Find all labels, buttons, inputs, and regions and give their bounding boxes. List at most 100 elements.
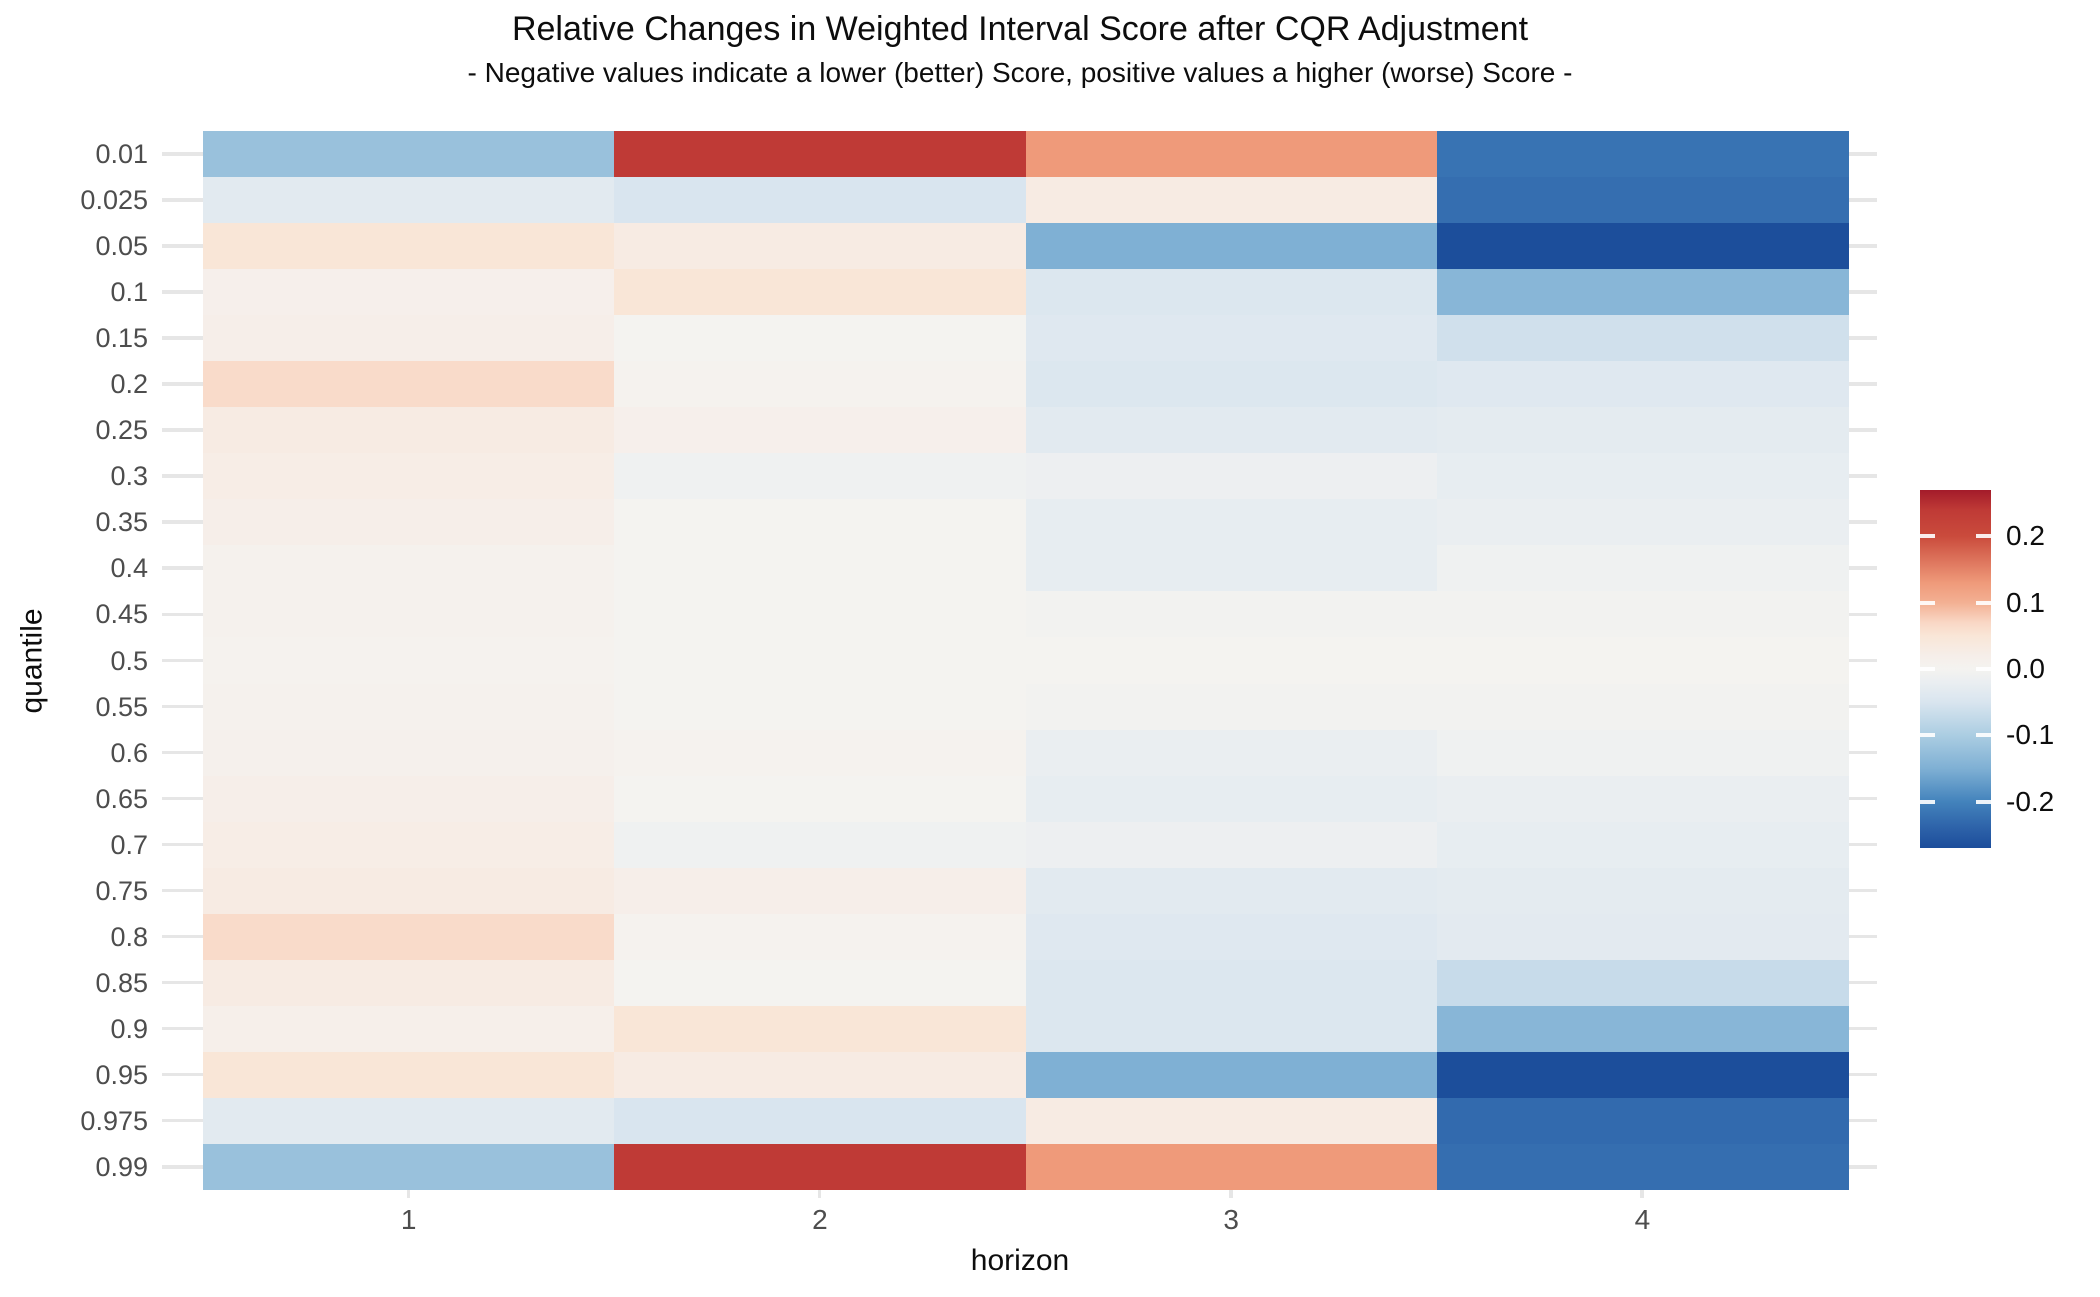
heatmap-cell: [203, 1143, 615, 1191]
heatmap-cell: [1025, 1005, 1438, 1053]
heatmap-cell: [203, 361, 615, 408]
heatmap-cell: [203, 683, 615, 731]
y-tick-label: 0.3: [110, 461, 148, 492]
heatmap-cell: [203, 729, 615, 777]
heatmap-cell: [614, 913, 1026, 961]
y-tick-label: 0.5: [110, 645, 148, 676]
heatmap-cell: [614, 729, 1026, 777]
heatmap-cell: [1436, 729, 1849, 777]
legend-tick-label: -0.1: [2006, 719, 2055, 751]
legend-tick-mark: [1920, 600, 1935, 605]
legend-tick-mark: [1976, 799, 1991, 804]
legend-tick-mark: [1976, 733, 1991, 738]
legend-tick-mark: [1920, 667, 1935, 671]
heatmap-cell: [203, 775, 615, 823]
heatmap-cell: [203, 499, 615, 546]
gridline-x: [1229, 1190, 1233, 1198]
heatmap-cell: [614, 1143, 1026, 1191]
heatmap-cell: [203, 959, 615, 1007]
legend-tick-label: -0.2: [2006, 785, 2055, 817]
heatmap-cell: [203, 1051, 615, 1099]
heatmap-cell: [203, 1005, 615, 1053]
heatmap-cell: [1436, 223, 1849, 270]
heatmap-cell: [203, 269, 615, 316]
heatmap-cell: [1436, 269, 1849, 316]
heatmap-cell: [203, 545, 615, 592]
heatmap-cell: [614, 223, 1026, 270]
heatmap-cell: [614, 315, 1026, 362]
heatmap-cell: [614, 269, 1026, 316]
heatmap-cell: [1025, 407, 1438, 454]
heatmap-cell: [1025, 591, 1438, 638]
y-tick-label: 0.35: [95, 507, 148, 538]
heatmap-cell: [1025, 821, 1438, 869]
x-tick-label: 2: [812, 1204, 828, 1235]
y-tick-label: 0.99: [95, 1152, 148, 1182]
chart-title: Relative Changes in Weighted Interval Sc…: [511, 10, 1529, 48]
heatmap-cell: [1436, 131, 1849, 178]
y-tick-label: 0.55: [95, 691, 148, 722]
heatmap-cell: [1436, 1005, 1849, 1053]
legend-tick-mark: [1920, 534, 1935, 539]
heatmap-cell: [1025, 1143, 1438, 1191]
heatmap-cell: [614, 775, 1026, 823]
heatmap-cell: [1436, 177, 1849, 224]
y-tick-label: 0.65: [95, 783, 148, 814]
legend-tick-label: 0.1: [2006, 586, 2045, 618]
heatmap-cell: [1436, 453, 1849, 500]
heatmap-cell: [1436, 361, 1849, 408]
legend-tick-mark: [1920, 799, 1935, 804]
heatmap-cell: [203, 315, 615, 362]
heatmap-cell: [1436, 821, 1849, 869]
heatmap-cell: [1025, 453, 1438, 500]
heatmap-cell: [614, 545, 1026, 592]
heatmap-cell: [203, 821, 615, 869]
heatmap-cell: [1436, 315, 1849, 362]
heatmap-cell: [1025, 1051, 1438, 1099]
heatmap-cell: [1436, 499, 1849, 546]
heatmap-cell: [1436, 407, 1849, 454]
x-tick-label: 1: [400, 1204, 417, 1235]
legend-tick-label: 0.0: [2006, 653, 2045, 684]
y-tick-label: 0.4: [110, 553, 148, 584]
heatmap-cell: [1025, 683, 1438, 731]
heatmap-cell: [203, 913, 615, 961]
heatmap-cell: [1025, 913, 1438, 961]
heatmap-cell: [203, 591, 615, 638]
heatmap-cell: [1436, 1051, 1849, 1099]
heatmap-cell: [614, 683, 1026, 731]
heatmap-cell: [1025, 499, 1438, 546]
heatmap-cell: [614, 1051, 1026, 1099]
x-tick-label: 4: [1634, 1204, 1651, 1235]
heatmap-cell: [614, 959, 1026, 1007]
heatmap-cell: [1025, 177, 1438, 224]
legend-tick-mark: [1920, 733, 1935, 738]
heatmap-cell: [614, 131, 1026, 178]
y-tick-label: 0.2: [110, 369, 148, 400]
y-tick-label: 0.7: [110, 829, 148, 860]
heatmap-cell: [1436, 959, 1849, 1007]
heatmap-cell: [203, 867, 615, 915]
heatmap-cell: [1025, 1097, 1438, 1145]
gridline-x: [1640, 1190, 1644, 1198]
heatmap-cell: [203, 177, 615, 224]
x-axis-title: horizon: [970, 1244, 1070, 1277]
y-tick-label: 0.025: [80, 185, 148, 215]
heatmap-cell: [1025, 545, 1438, 592]
heatmap-cell: [203, 453, 615, 500]
heatmap-cell: [614, 637, 1026, 684]
heatmap-cell: [614, 1097, 1026, 1145]
y-tick-label: 0.01: [95, 139, 148, 169]
y-tick-label: 0.05: [95, 231, 148, 262]
legend-tick-mark: [1976, 534, 1991, 539]
y-tick-label: 0.75: [95, 875, 148, 906]
heatmap-cell: [1025, 269, 1438, 316]
heatmap-cell: [1025, 959, 1438, 1007]
heatmap-cell: [1436, 683, 1849, 731]
gridline-x: [406, 1190, 411, 1198]
y-tick-label: 0.8: [110, 921, 148, 952]
heatmap-cell: [614, 821, 1026, 869]
heatmap-cell: [203, 637, 615, 684]
heatmap-cell: [1436, 1143, 1849, 1191]
heatmap-cell: [1025, 775, 1438, 823]
